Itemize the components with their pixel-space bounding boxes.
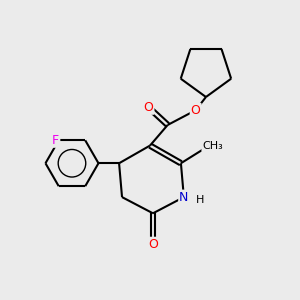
Text: CH₃: CH₃ <box>202 141 223 151</box>
Text: O: O <box>144 101 154 114</box>
Text: F: F <box>52 134 59 147</box>
Text: H: H <box>196 195 204 205</box>
Text: O: O <box>148 238 158 251</box>
Text: O: O <box>191 104 201 117</box>
Text: N: N <box>179 190 188 204</box>
